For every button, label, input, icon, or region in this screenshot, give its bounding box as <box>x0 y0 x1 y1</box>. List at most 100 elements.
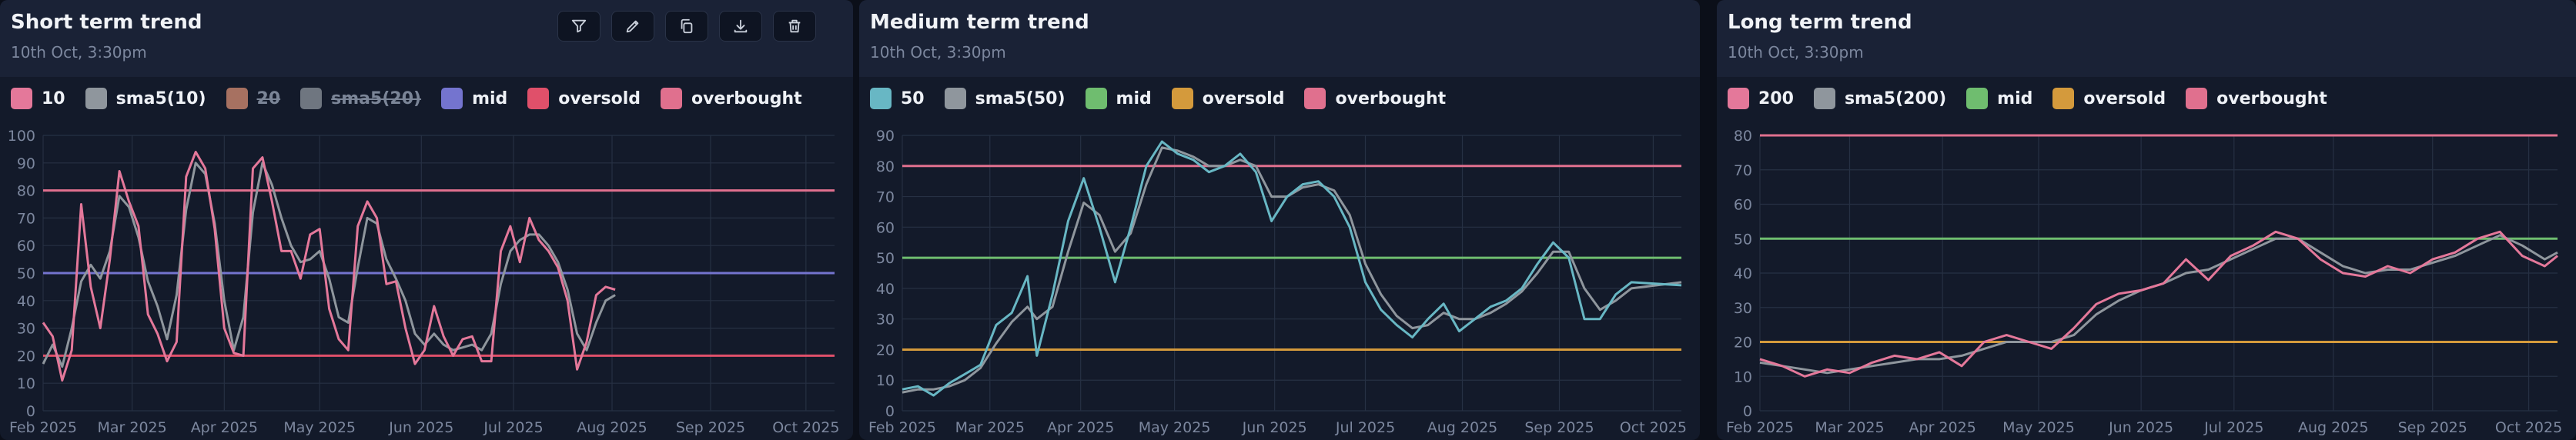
legend-swatch <box>1728 88 1749 109</box>
grid: 0 10 20 30 40 50 60 70 80 90 100 Feb 2025 Mar 2025 Ap… <box>8 128 840 436</box>
trash-icon <box>788 19 801 33</box>
x-tick-label: Jul 2025 <box>1335 419 1395 436</box>
y-tick-label: 40 <box>876 281 895 298</box>
legend-item[interactable]: overbought <box>1304 88 1446 109</box>
legend-swatch <box>661 88 683 109</box>
x-tick-label: Mar 2025 <box>1815 419 1884 436</box>
y-tick-label: 70 <box>1734 162 1752 179</box>
panel-header: Medium term trend 10th Oct, 3:30pm <box>859 0 1700 77</box>
legend-swatch <box>2186 88 2208 109</box>
y-tick-label: 0 <box>26 403 35 420</box>
short-term-trend-panel: Short term trend 10th Oct, 3:30pm <box>0 0 853 440</box>
copy-icon <box>681 18 693 34</box>
filter-button[interactable] <box>557 11 601 42</box>
legend-item[interactable]: oversold <box>2052 88 2166 109</box>
legend-label: 50 <box>901 88 925 108</box>
panel-timestamp: 10th Oct, 3:30pm <box>11 43 147 62</box>
legend-item[interactable]: sma5(50) <box>944 88 1066 109</box>
legend-item[interactable]: sma5(20) <box>300 88 421 109</box>
legend-swatch <box>300 88 323 109</box>
y-tick-label: 0 <box>885 403 895 420</box>
filter-icon <box>571 19 587 33</box>
x-tick-label: Apr 2025 <box>1909 419 1976 436</box>
x-tick-label: Feb 2025 <box>868 419 936 436</box>
legend-label: oversold <box>1202 88 1285 108</box>
y-tick-label: 90 <box>876 128 895 145</box>
legend-item[interactable]: 20 <box>226 88 280 109</box>
y-tick-label: 80 <box>1734 128 1752 145</box>
y-tick-label: 20 <box>17 348 35 365</box>
edit-button[interactable] <box>611 11 654 42</box>
copy-button[interactable] <box>665 11 708 42</box>
legend-label: sma5(10) <box>115 88 206 108</box>
line-chart: 0 10 20 30 40 50 60 70 80 90 100 Feb 2025 Mar 2025 Ap… <box>8 128 840 436</box>
legend-swatch <box>11 88 32 109</box>
legend-label: overbought <box>1335 88 1447 108</box>
y-tick-label: 10 <box>17 375 35 392</box>
legend-label: 10 <box>42 88 65 108</box>
y-tick-label: 40 <box>17 293 35 310</box>
x-tick-label: Oct 2025 <box>1620 419 1687 436</box>
legend-item[interactable]: mid <box>1085 88 1152 109</box>
series-line-sma5-50- <box>902 146 1682 394</box>
x-tick-label: Aug 2025 <box>577 419 647 436</box>
legend-swatch <box>1813 88 1835 109</box>
y-tick-label: 50 <box>876 250 895 267</box>
x-tick-label: Sep 2025 <box>1524 419 1594 436</box>
download-button[interactable] <box>719 11 762 42</box>
x-tick-label: May 2025 <box>1139 419 1211 436</box>
y-tick-label: 50 <box>17 265 35 282</box>
legend-item[interactable]: overbought <box>2186 88 2327 109</box>
panel-toolbar <box>557 11 816 42</box>
x-tick-label: May 2025 <box>2002 419 2075 436</box>
y-tick-label: 60 <box>876 219 895 236</box>
y-tick-label: 60 <box>17 238 35 255</box>
x-tick-label: Jun 2025 <box>1242 419 1307 436</box>
x-tick-label: Jun 2025 <box>388 419 453 436</box>
legend-label: overbought <box>691 88 802 108</box>
legend-item[interactable]: sma5(10) <box>85 88 206 109</box>
legend-item[interactable]: 200 <box>1728 88 1794 109</box>
panel-title: Long term trend <box>1728 11 1912 34</box>
x-tick-label: Feb 2025 <box>9 419 77 436</box>
legend-swatch <box>85 88 107 109</box>
grid: 0 10 20 30 40 50 60 70 80 90 Feb 2025 Mar 2025 Apr 2… <box>868 128 1687 436</box>
legend-item[interactable]: overbought <box>661 88 802 109</box>
legend-swatch <box>2052 88 2075 109</box>
panel-timestamp: 10th Oct, 3:30pm <box>870 43 1006 62</box>
legend-item[interactable]: mid <box>1966 88 2032 109</box>
y-tick-label: 60 <box>1734 197 1752 214</box>
chart-legend: 50 sma5(50) mid oversold overbought <box>870 83 1466 114</box>
y-tick-label: 40 <box>1734 265 1752 282</box>
legend-item[interactable]: sma5(200) <box>1813 88 1946 109</box>
legend-item[interactable]: oversold <box>527 88 641 109</box>
series-line-sma5-200- <box>1759 234 2558 375</box>
line-chart: 0 10 20 30 40 50 60 70 80 90 Feb 2025 Mar 2025 Apr 2… <box>868 128 1687 436</box>
x-tick-label: Aug 2025 <box>1427 419 1498 436</box>
legend-swatch <box>226 88 248 109</box>
legend-item[interactable]: mid <box>441 88 507 109</box>
legend-item[interactable]: 10 <box>11 88 65 109</box>
y-tick-label: 10 <box>1734 368 1752 385</box>
legend-label: sma5(20) <box>331 88 422 108</box>
y-tick-label: 80 <box>876 158 895 175</box>
pencil-icon <box>626 20 639 33</box>
y-tick-label: 100 <box>8 128 35 145</box>
x-tick-label: Jul 2025 <box>483 419 543 436</box>
legend-swatch <box>1171 88 1193 109</box>
panel-title: Short term trend <box>11 11 202 34</box>
y-tick-label: 0 <box>1743 403 1752 420</box>
delete-button[interactable] <box>773 11 816 42</box>
series-line-sma5-10- <box>42 162 616 368</box>
legend-swatch <box>1966 88 1989 109</box>
legend-swatch <box>870 88 892 109</box>
legend-item[interactable]: oversold <box>1171 88 1285 109</box>
x-tick-label: Apr 2025 <box>191 419 258 436</box>
legend-item[interactable]: 50 <box>870 88 925 109</box>
legend-label: oversold <box>558 88 641 108</box>
legend-label: sma5(50) <box>975 88 1066 108</box>
y-tick-label: 70 <box>17 210 35 227</box>
legend-swatch <box>441 88 463 109</box>
y-tick-label: 80 <box>17 183 35 200</box>
